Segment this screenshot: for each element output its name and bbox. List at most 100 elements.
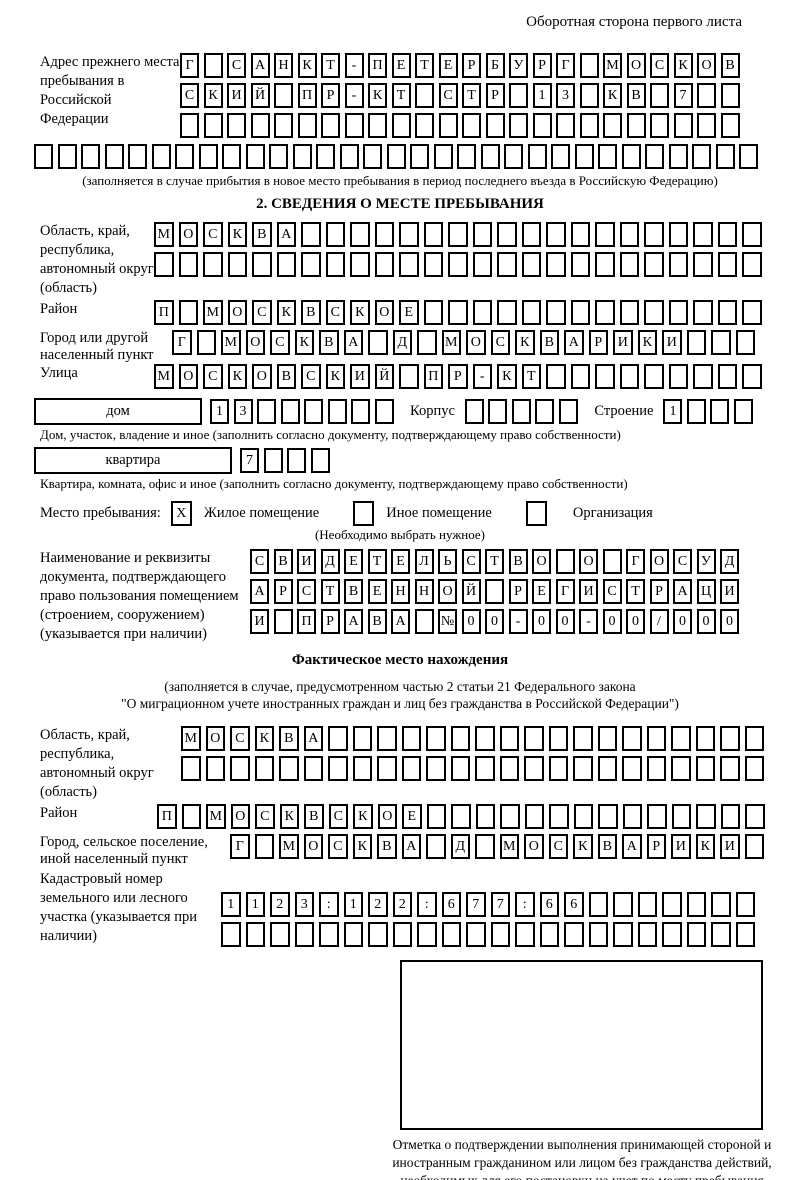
char-cell: А [344,609,363,634]
char-cell [180,113,199,138]
char-cell [438,113,458,138]
char-cell: 7 [240,448,259,473]
char-cell: И [297,549,316,574]
char-cell [392,922,412,947]
char-cell: И [350,364,370,389]
char-cell [524,804,544,829]
char-cell: К [325,364,345,389]
char-cell [564,922,584,947]
char-cell: О [252,364,272,389]
char-cell: А [343,330,363,355]
char-cell: С [203,364,223,389]
char-cell [573,804,593,829]
char-cell: Р [508,579,528,604]
prev-address-row-3 [180,113,744,138]
char-cell: А [622,834,642,859]
al-region-row-2 [181,756,769,781]
char-cell [595,300,615,325]
char-cell: К [603,83,622,108]
char-cell: С [203,222,223,247]
char-cell: К [279,804,299,829]
char-cell: 7 [490,892,510,917]
char-cell: П [297,83,317,108]
char-cell [579,53,599,78]
char-cell [351,399,370,424]
char-cell: Б [485,53,505,78]
char-cell [466,922,486,947]
char-cell [744,726,764,751]
char-cell [279,756,299,781]
s2-street-label: Улица [40,365,78,381]
char-cell: М [441,330,461,355]
char-cell [457,144,476,169]
char-cell: Т [391,83,411,108]
char-cell [203,113,223,138]
char-cell [622,726,642,751]
char-cell: С [180,83,199,108]
char-cell [328,726,348,751]
char-cell: 7 [466,892,486,917]
char-cell [579,113,599,138]
char-cell: 0 [602,609,622,634]
char-cell [644,300,664,325]
char-cell: С [490,330,510,355]
char-cell: 3 [556,83,575,108]
char-cell [588,892,608,917]
char-cell [548,726,568,751]
char-cell [720,83,740,108]
char-cell [254,756,274,781]
char-cell [692,144,711,169]
char-cell: С [461,549,481,574]
char-cell: К [203,83,223,108]
al-region-block: Область, край, республика, автономный ок… [40,726,800,802]
char-cell: И [671,834,691,859]
char-cell: Г [626,549,645,574]
char-cell: К [227,222,247,247]
char-cell [196,330,216,355]
char-cell [597,726,617,751]
char-cell: Е [402,804,422,829]
stroenie-cells: 1 [663,399,757,424]
house-label-box: дом [34,398,202,425]
char-cell [178,252,198,277]
char-cell: О [697,53,716,78]
char-cell [622,804,642,829]
char-cell [532,113,552,138]
char-cell [524,726,544,751]
char-cell: К [352,834,372,859]
char-cell: К [515,330,535,355]
char-cell: : [417,892,437,917]
char-cell: 0 [461,609,481,634]
char-cell [499,756,519,781]
char-cell: Г [230,834,250,859]
char-cell [626,113,646,138]
char-cell [535,399,555,424]
char-cell [598,804,618,829]
char-cell [374,222,394,247]
char-cell [399,252,419,277]
char-cell: Е [438,53,458,78]
char-cell [287,448,306,473]
char-cell: Р [646,834,666,859]
char-cell: Р [532,53,552,78]
char-cell [570,364,590,389]
char-cell: И [720,834,740,859]
char-cell [733,399,753,424]
char-cell [441,922,461,947]
char-cell [321,113,340,138]
char-cell: Г [172,330,192,355]
stay-type-checkbox-other [353,501,375,526]
char-cell [399,364,419,389]
char-cell [485,579,504,604]
house-caption: Дом, участок, владение и иное (заполнить… [40,427,621,442]
char-cell [203,53,223,78]
char-cell: О [626,53,646,78]
char-cell: И [662,330,682,355]
char-cell: О [178,222,198,247]
char-cell: 0 [673,609,692,634]
char-cell: - [579,609,598,634]
char-cell: У [696,549,716,574]
